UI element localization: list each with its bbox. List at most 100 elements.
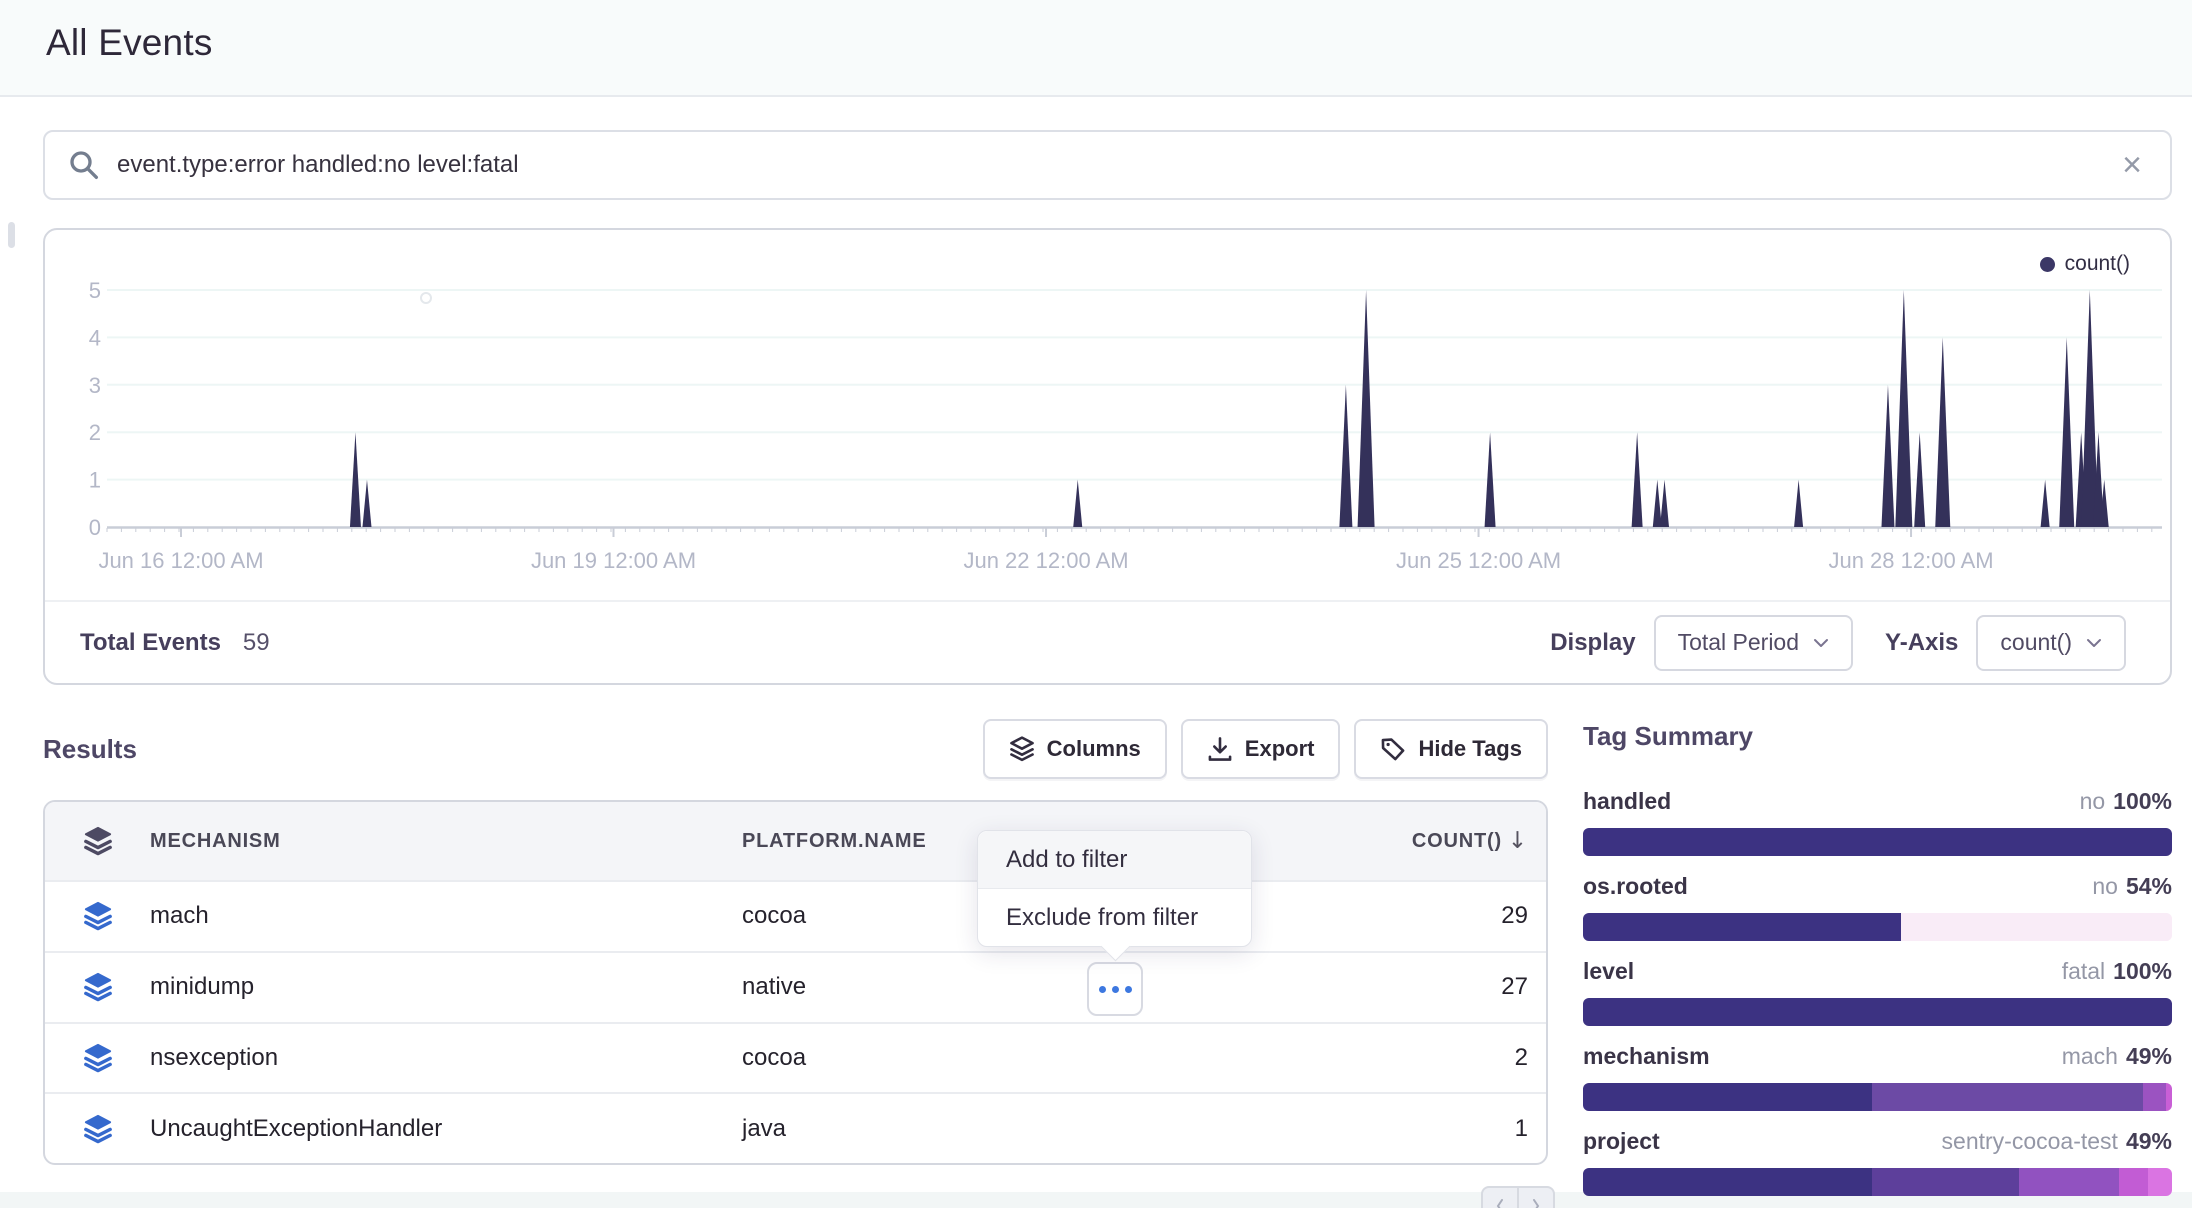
tag-bar-segment[interactable] bbox=[2166, 1083, 2172, 1111]
tag-distribution-bar[interactable] bbox=[1583, 828, 2172, 856]
count-series bbox=[349, 290, 2109, 527]
topbar: All Events bbox=[0, 0, 2192, 97]
next-page-button[interactable] bbox=[1518, 1186, 1555, 1208]
cell-mechanism[interactable]: UncaughtExceptionHandler bbox=[150, 1114, 443, 1142]
count-spike bbox=[2099, 479, 2109, 527]
count-spike bbox=[362, 479, 372, 527]
events-chart-panel: count() 0 1 2 3 4 5 Jun 16 12:00 AM Jun 19 12:0… bbox=[43, 228, 2172, 685]
legend-dot-icon bbox=[2039, 256, 2055, 272]
search-input[interactable]: event.type:error handled:no level:fatal bbox=[117, 151, 519, 178]
tag-distribution-bar[interactable] bbox=[1583, 1083, 2172, 1111]
svg-text:Jun 22 12:00 AM: Jun 22 12:00 AM bbox=[963, 548, 1128, 573]
results-table: MECHANISM PLATFORM.NAME COUNT() ↓ mach cocoa… bbox=[43, 800, 1548, 1165]
tag-bar-segment[interactable] bbox=[2018, 1168, 2119, 1196]
column-header-count[interactable]: COUNT() ↓ bbox=[1197, 828, 1546, 854]
hide-tags-button-label: Hide Tags bbox=[1418, 736, 1522, 761]
cell-count[interactable]: 2 bbox=[1514, 1043, 1528, 1071]
tag-bar-segment[interactable] bbox=[1583, 1168, 1872, 1196]
close-icon[interactable]: × bbox=[2122, 146, 2142, 184]
y-axis-label: Y-Axis bbox=[1885, 628, 1959, 656]
tag-bar-segment[interactable] bbox=[1583, 998, 2172, 1026]
table-header-row: MECHANISM PLATFORM.NAME COUNT() ↓ bbox=[45, 802, 1546, 880]
count-spike bbox=[1484, 432, 1496, 527]
table-row: mach cocoa 29 bbox=[45, 880, 1546, 951]
tag-entry-project: project sentry-cocoa-test 49% bbox=[1583, 1128, 2172, 1196]
ellipsis-dot bbox=[1111, 985, 1119, 993]
hide-tags-button[interactable]: Hide Tags bbox=[1354, 719, 1548, 779]
tag-summary-heading: Tag Summary bbox=[1583, 721, 1754, 751]
cell-count[interactable]: 29 bbox=[1501, 902, 1528, 930]
tag-bar-segment[interactable] bbox=[1871, 1168, 2019, 1196]
count-spike bbox=[349, 432, 361, 527]
row-actions-button[interactable] bbox=[1087, 962, 1143, 1016]
chevron-down-icon bbox=[2087, 638, 2101, 647]
menu-item-add-to-filter[interactable]: Add to filter bbox=[978, 831, 1251, 888]
cell-platform-name[interactable]: native bbox=[742, 973, 807, 1001]
tag-distribution-bar[interactable] bbox=[1583, 913, 2172, 941]
cell-count[interactable]: 27 bbox=[1501, 973, 1528, 1001]
cell-mechanism[interactable]: minidump bbox=[150, 973, 255, 1001]
count-spike bbox=[1895, 290, 1913, 527]
count-spike bbox=[1073, 479, 1083, 527]
chevron-left-icon bbox=[1496, 1199, 1503, 1208]
tag-bar-segment[interactable] bbox=[1901, 913, 2172, 941]
export-button[interactable]: Export bbox=[1180, 719, 1341, 779]
tag-name: project bbox=[1583, 1128, 1660, 1154]
bottom-strip bbox=[0, 1192, 2192, 1208]
cell-mechanism[interactable]: mach bbox=[150, 902, 209, 930]
y-axis-dropdown[interactable]: count() bbox=[1976, 614, 2126, 671]
tag-percent: 54% bbox=[2125, 873, 2172, 899]
tag-distribution-bar[interactable] bbox=[1583, 998, 2172, 1026]
previous-page-button[interactable] bbox=[1481, 1186, 1518, 1208]
tag-bar-segment[interactable] bbox=[2142, 1083, 2167, 1111]
stack-icon bbox=[1009, 736, 1034, 762]
count-spike bbox=[2092, 432, 2104, 527]
results-header: Results Columns Export bbox=[43, 713, 1548, 785]
tag-percent: 100% bbox=[2113, 788, 2172, 814]
chevron-right-icon bbox=[1533, 1199, 1540, 1208]
search-bar[interactable]: event.type:error handled:no level:fatal … bbox=[43, 130, 2172, 200]
stack-icon-cell bbox=[45, 901, 150, 931]
cell-platform-name[interactable]: cocoa bbox=[742, 902, 807, 930]
tag-bar-segment[interactable] bbox=[2148, 1168, 2172, 1196]
tag-entry-mechanism: mechanism mach 49% bbox=[1583, 1043, 2172, 1111]
tag-top-value: fatal 100% bbox=[2061, 958, 2172, 984]
chart-footer-divider bbox=[45, 600, 2170, 602]
count-spike bbox=[1357, 290, 1375, 527]
table-row: minidump native 27 bbox=[45, 950, 1546, 1022]
svg-text:5: 5 bbox=[89, 278, 101, 303]
page-title: All Events bbox=[46, 22, 213, 63]
cell-platform-name[interactable]: java bbox=[742, 1114, 787, 1142]
display-dropdown[interactable]: Total Period bbox=[1653, 614, 1854, 671]
count-spike bbox=[1652, 479, 1662, 527]
tag-bar-segment[interactable] bbox=[1583, 913, 1902, 941]
tag-distribution-bar[interactable] bbox=[1583, 1168, 2172, 1196]
tag-bar-segment[interactable] bbox=[1583, 1083, 1872, 1111]
tag-bar-segment[interactable] bbox=[1583, 828, 2172, 856]
column-header-mechanism[interactable]: MECHANISM bbox=[150, 829, 281, 852]
total-events-value: 59 bbox=[242, 628, 270, 656]
cell-mechanism[interactable]: nsexception bbox=[150, 1043, 279, 1071]
menu-item-exclude-from-filter[interactable]: Exclude from filter bbox=[1006, 903, 1199, 931]
gridlines bbox=[107, 289, 2162, 481]
columns-button[interactable]: Columns bbox=[982, 719, 1167, 779]
svg-text:Jun 16 12:00 AM: Jun 16 12:00 AM bbox=[98, 548, 263, 573]
ellipsis-dot bbox=[1124, 985, 1132, 993]
edit-columns-icon-cell[interactable] bbox=[45, 826, 150, 856]
cell-count[interactable]: 1 bbox=[1514, 1114, 1528, 1142]
chart-footer: Total Events 59 Display Total Period Y-A… bbox=[45, 602, 2170, 683]
svg-text:3: 3 bbox=[89, 373, 101, 398]
column-header-platform-name[interactable]: PLATFORM.NAME bbox=[742, 829, 927, 852]
tag-percent: 49% bbox=[2125, 1128, 2172, 1154]
table-row: UncaughtExceptionHandler java 1 bbox=[45, 1092, 1546, 1163]
ellipsis-dot bbox=[1098, 985, 1106, 993]
tag-bar-segment[interactable] bbox=[2118, 1168, 2149, 1196]
chevron-down-icon bbox=[1814, 638, 1829, 647]
cell-platform-name[interactable]: cocoa bbox=[742, 1043, 807, 1071]
panel-drag-handle[interactable] bbox=[8, 222, 15, 248]
chart-legend: count() bbox=[2039, 252, 2130, 276]
x-axis bbox=[106, 526, 2162, 537]
tag-bar-segment[interactable] bbox=[1871, 1083, 2143, 1111]
